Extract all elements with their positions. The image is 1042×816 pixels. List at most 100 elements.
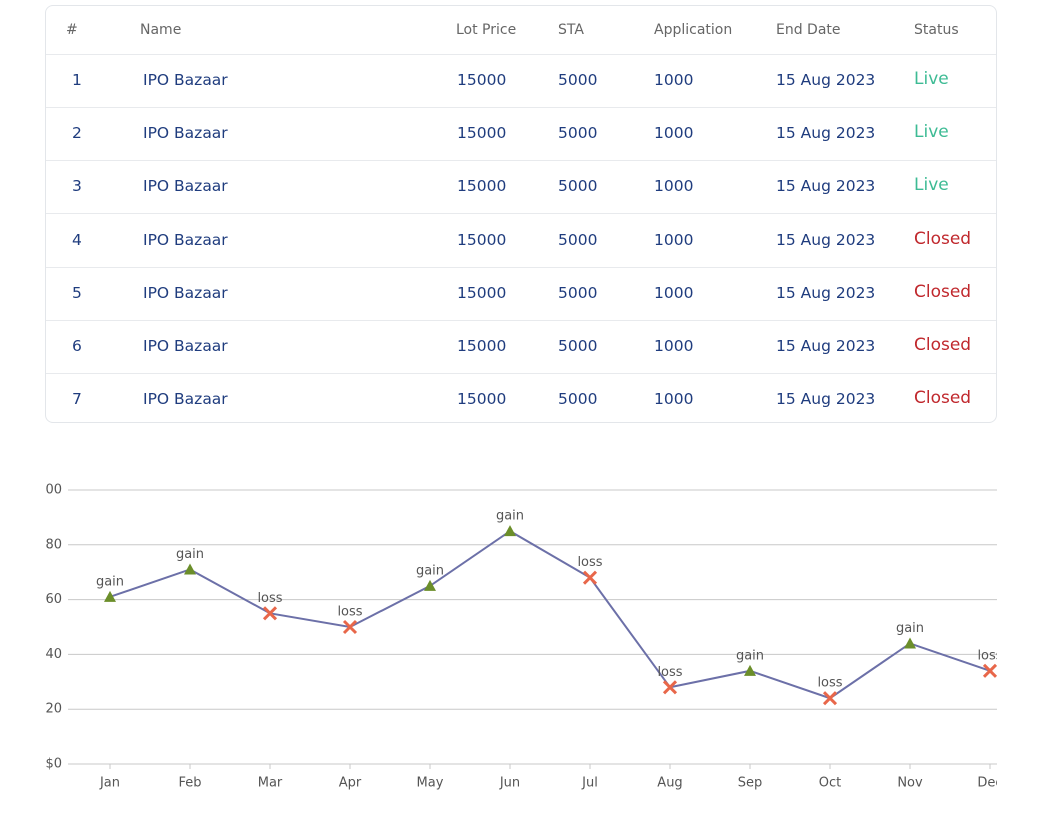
header-row: # Name Lot Price STA Application End Date Stat… [46,6,996,55]
cell-text: 5000 [558,337,598,355]
column-header: Application [654,22,733,38]
x-tick-label: Oct [819,776,841,791]
cell-text: 5000 [558,177,598,196]
column-header: STA [558,22,584,38]
cell-text: 6 [72,337,82,355]
x-tick-label: May [417,776,444,791]
cell-text: 15 Aug 2023 [776,390,876,409]
y-tick-label: $40 [45,647,62,662]
table-row: 3 IPO Bazaar 15000 5000 1000 15 Aug 2023 Live [46,160,996,215]
cell-text: 1000 [654,124,694,143]
point-label: gain [96,574,124,589]
marker [744,664,756,676]
cell-text: 15 Aug 2023 [776,124,876,143]
x-tick-label: Jul [581,776,598,791]
marker [184,563,196,575]
cell-text: 7 [72,390,82,409]
cell-text: 15 Aug 2023 [776,337,876,355]
table-row: 7 IPO Bazaar 15000 5000 1000 15 Aug 2023 Close… [46,373,996,422]
status: Closed [914,388,972,409]
point-label: gain [496,509,524,524]
cell-text: 1000 [654,230,694,249]
y-tick-label: $20 [45,702,62,717]
status: Closed [914,228,972,249]
column-header: # [66,22,78,38]
cell-text: 1000 [654,390,694,409]
point-label: loss [577,555,602,570]
cell-text: IPO Bazaar [143,177,228,196]
y-tick-label: $100 [45,483,62,498]
marker [982,663,997,678]
cell-text: 1000 [654,71,694,89]
point-label: loss [657,665,682,680]
status: Live [914,69,949,89]
cell-text: IPO Bazaar [143,337,228,355]
cell-text: 15000 [457,230,507,249]
column-header: Name [140,22,182,38]
y-tick-label: $80 [45,537,62,552]
x-tick-label: Apr [339,776,362,791]
marker [582,570,598,585]
x-tick-label: Jan [99,776,120,791]
cell-text: 5 [72,283,82,302]
cell-text: IPO Bazaar [143,283,228,302]
point-label: gain [896,621,924,636]
status: Closed [914,335,972,355]
cell-text: 5000 [558,390,598,409]
table-row: 6 IPO Bazaar 15000 5000 1000 15 Aug 2023 Close… [46,320,996,374]
chart: $0 $20 $40 $60 $80 $100 Jan Feb Mar Apr May Jun Jul A… [45,483,997,791]
column-header: Lot Price [456,22,517,38]
point-label: loss [817,676,842,691]
table-row: 1 IPO Bazaar 15000 5000 1000 15 Aug 2023 Live [46,54,996,108]
y-tick-label: $60 [45,592,62,607]
cell-text: 15000 [457,71,507,89]
x-tick-label: Sep [738,776,763,791]
cell-text: 15000 [457,337,507,355]
cell-text: IPO Bazaar [143,71,228,89]
cell-text: 1000 [654,283,694,302]
cell-text: IPO Bazaar [143,390,228,409]
ipo-table: # Name Lot Price STA Application End Date Stat… [45,5,997,423]
cell-text: 5000 [558,283,598,302]
cell-text: 15 Aug 2023 [776,177,876,196]
cell-text: 4 [72,230,82,249]
cell-text: 15000 [457,177,507,196]
cell-text: 5000 [558,230,598,249]
table-row: 5 IPO Bazaar 15000 5000 1000 15 Aug 2023 Close… [46,267,996,321]
y-tick-label: $0 [45,757,62,772]
x-tick-label: Jun [499,776,520,791]
cell-text: 5000 [558,71,598,89]
x-tick-label: Mar [258,776,283,791]
cell-text: 2 [72,124,82,143]
cell-text: 3 [72,177,82,196]
marker [822,691,838,706]
marker [904,637,916,649]
column-header: Status [914,22,959,38]
cell-text: 1000 [654,177,694,196]
cell-text: 15 Aug 2023 [776,283,876,302]
column-header: End Date [776,22,841,38]
cell-text: 15000 [457,390,507,409]
cell-text: 15 Aug 2023 [776,230,876,249]
cell-text: 1 [72,71,82,89]
point-label: gain [736,648,764,663]
cell-text: 1000 [654,337,694,355]
status: Live [914,122,949,143]
x-tick-label: Dec [977,776,997,791]
x-tick-label: Aug [657,776,682,791]
status: Live [914,175,949,196]
marker [104,590,116,602]
point-label: loss [257,591,282,606]
point-label: loss [977,648,997,663]
cell-text: 15000 [457,283,507,302]
point-label: gain [176,547,204,562]
marker [342,619,358,635]
cell-text: 15 Aug 2023 [776,71,876,89]
x-tick-label: Feb [178,776,201,791]
marker [424,579,436,591]
marker [662,680,678,695]
line [109,529,991,700]
cell-text: 5000 [558,124,598,143]
cell-text: IPO Bazaar [143,124,228,143]
